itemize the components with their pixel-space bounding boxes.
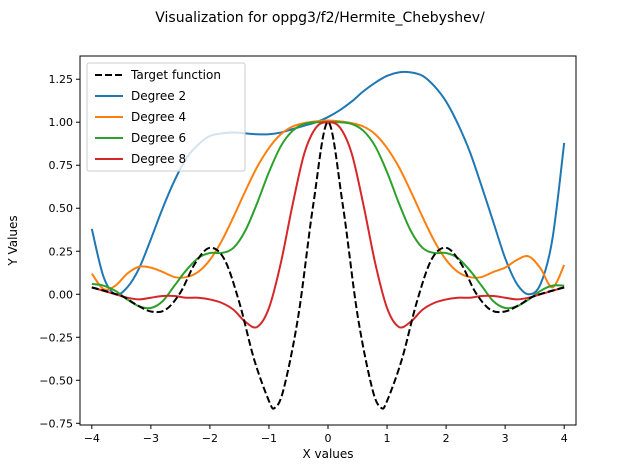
y-tick-label: −0.25 bbox=[39, 331, 73, 344]
x-axis-label: X values bbox=[302, 447, 353, 461]
chart-title: Visualization for oppg3/f2/Hermite_Cheby… bbox=[155, 10, 485, 26]
y-tick-label: 0.25 bbox=[49, 245, 74, 258]
x-tick-label: 2 bbox=[443, 432, 450, 445]
legend-box bbox=[86, 62, 246, 172]
y-tick-label: 0.00 bbox=[49, 288, 74, 301]
y-tick-label: −0.75 bbox=[39, 417, 73, 430]
x-tick-label: 1 bbox=[384, 432, 391, 445]
x-tick-label: −2 bbox=[202, 432, 218, 445]
legend-label-degree-2: Degree 2 bbox=[131, 89, 186, 103]
x-tick-label: −4 bbox=[84, 432, 100, 445]
x-tick-label: −3 bbox=[143, 432, 159, 445]
y-axis-ticks: −0.75 −0.50 −0.25 0.00 0.25 0.50 0.75 1.00 1.25 bbox=[39, 73, 80, 430]
series-lines bbox=[90, 70, 566, 410]
y-tick-label: 1.00 bbox=[49, 116, 74, 129]
series-line-degree-4 bbox=[90, 119, 566, 291]
legend-label-degree-8: Degree 8 bbox=[131, 152, 186, 166]
plot-area bbox=[79, 55, 577, 426]
x-tick-label: −1 bbox=[261, 432, 277, 445]
x-axis-ticks: −4 −3 −2 −1 0 1 2 3 4 bbox=[84, 425, 568, 445]
y-tick-label: 0.50 bbox=[49, 202, 74, 215]
legend-label-target-function: Target function bbox=[130, 68, 221, 82]
x-tick-label: 4 bbox=[561, 432, 568, 445]
y-axis-label: Y Values bbox=[6, 215, 20, 266]
y-tick-label: 0.75 bbox=[49, 159, 74, 172]
y-tick-label: 1.25 bbox=[49, 73, 74, 86]
legend: Target function Degree 2 Degree 4 Degree 6 D… bbox=[86, 62, 246, 172]
y-tick-label: −0.50 bbox=[39, 374, 73, 387]
legend-label-degree-4: Degree 4 bbox=[131, 110, 186, 124]
x-tick-label: 3 bbox=[502, 432, 509, 445]
series-line-target-function bbox=[91, 121, 565, 410]
x-tick-label: 0 bbox=[325, 432, 332, 445]
legend-label-degree-6: Degree 6 bbox=[131, 131, 186, 145]
series-line-degree-2 bbox=[90, 70, 566, 296]
series-line-degree-8 bbox=[91, 121, 565, 329]
